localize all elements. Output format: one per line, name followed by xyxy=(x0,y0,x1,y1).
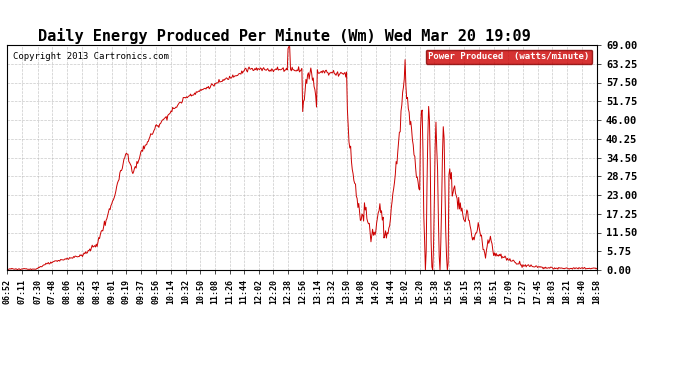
Text: Copyright 2013 Cartronics.com: Copyright 2013 Cartronics.com xyxy=(13,52,168,61)
Title: Daily Energy Produced Per Minute (Wm) Wed Mar 20 19:09: Daily Energy Produced Per Minute (Wm) We… xyxy=(38,28,531,44)
Legend: Power Produced  (watts/minute): Power Produced (watts/minute) xyxy=(426,50,592,64)
